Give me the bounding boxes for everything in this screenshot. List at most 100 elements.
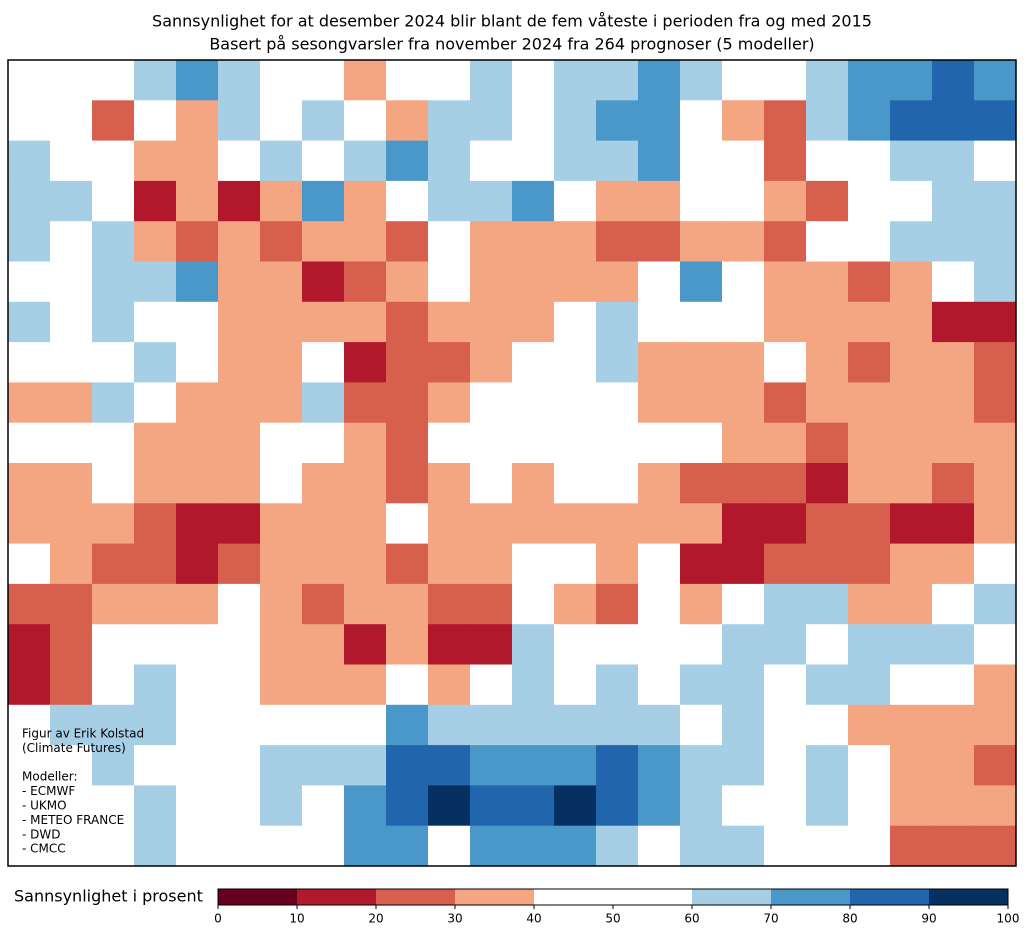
- grid-cell: [722, 221, 765, 262]
- grid-cell: [764, 180, 807, 222]
- grid-cell: [428, 785, 471, 827]
- grid-cell: [344, 422, 387, 464]
- grid-cell: [554, 503, 597, 545]
- grid-cell: [92, 180, 135, 222]
- grid-cell: [638, 664, 681, 706]
- grid-cell: [764, 825, 807, 867]
- grid-cell: [386, 503, 429, 545]
- grid-cell: [344, 60, 387, 101]
- colorbar-tick-label: 100: [997, 912, 1020, 926]
- grid-cell: [50, 180, 93, 222]
- grid-cell: [344, 140, 387, 182]
- grid-cell: [680, 825, 723, 867]
- grid-cell: [806, 785, 849, 827]
- grid-cell: [806, 543, 849, 585]
- grid-cell: [554, 382, 597, 424]
- grid-cell: [512, 825, 555, 867]
- grid-cell: [260, 543, 303, 585]
- grid-cell: [512, 221, 555, 262]
- grid-cell: [932, 60, 975, 101]
- grid-cell: [680, 422, 723, 464]
- grid-cell: [92, 543, 135, 585]
- grid-cell: [764, 60, 807, 101]
- grid-cell: [932, 503, 975, 545]
- grid-cell: [386, 180, 429, 222]
- grid-cell: [50, 463, 93, 504]
- grid-cell: [554, 664, 597, 706]
- grid-cell: [134, 745, 177, 786]
- grid-cell: [176, 301, 219, 343]
- grid-cell: [344, 100, 387, 142]
- grid-cell: [386, 301, 429, 343]
- grid-cell: [470, 664, 513, 706]
- grid-cell: [260, 342, 303, 383]
- grid-cell: [302, 745, 345, 786]
- grid-cell: [680, 180, 723, 222]
- grid-cell: [50, 301, 93, 343]
- grid-cell: [764, 221, 807, 262]
- grid-cell: [92, 503, 135, 545]
- grid-cell: [764, 342, 807, 383]
- grid-cell: [680, 100, 723, 142]
- grid-cell: [806, 583, 849, 625]
- grid-cell: [596, 301, 639, 343]
- grid-cell: [764, 261, 807, 303]
- grid-cell: [554, 140, 597, 182]
- grid-cell: [92, 100, 135, 142]
- grid-cell: [722, 624, 765, 665]
- grid-cell: [218, 785, 261, 827]
- grid-cell: [554, 583, 597, 625]
- grid-cell: [428, 583, 471, 625]
- grid-cell: [596, 221, 639, 262]
- grid-cell: [428, 704, 471, 746]
- grid-cell: [302, 221, 345, 262]
- grid-cell: [974, 463, 1017, 504]
- grid-cell: [932, 342, 975, 383]
- grid-cell: [722, 785, 765, 827]
- grid-cell: [344, 624, 387, 665]
- grid-cell: [806, 825, 849, 867]
- grid-cell: [134, 543, 177, 585]
- grid-cell: [218, 180, 261, 222]
- grid-cell: [386, 60, 429, 101]
- grid-cell: [680, 301, 723, 343]
- grid-cell: [386, 221, 429, 262]
- grid-cell: [974, 382, 1017, 424]
- grid-cell: [848, 503, 891, 545]
- grid-cell: [386, 100, 429, 142]
- grid-cell: [512, 382, 555, 424]
- grid-cell: [764, 100, 807, 142]
- grid-cell: [344, 543, 387, 585]
- grid-cell: [260, 301, 303, 343]
- notes: Figur av Erik Kolstad(Climate Futures) Mo…: [22, 727, 144, 856]
- grid-cell: [302, 261, 345, 303]
- grid-cell: [890, 785, 933, 827]
- grid-cell: [176, 180, 219, 222]
- grid-cell: [302, 463, 345, 504]
- grid-cell: [344, 825, 387, 867]
- grid-cell: [638, 583, 681, 625]
- grid-cell: [638, 543, 681, 585]
- grid-cell: [848, 261, 891, 303]
- grid-cell: [92, 301, 135, 343]
- grid-cell: [428, 745, 471, 786]
- grid-cell: [554, 301, 597, 343]
- grid-cell: [974, 221, 1017, 262]
- grid-cell: [176, 261, 219, 303]
- grid-cell: [8, 301, 51, 343]
- grid-cell: [680, 583, 723, 625]
- probability-grid: [8, 60, 1017, 867]
- grid-cell: [806, 301, 849, 343]
- grid-cell: [218, 221, 261, 262]
- grid-cell: [680, 664, 723, 706]
- grid-cell: [260, 180, 303, 222]
- grid-cell: [302, 664, 345, 706]
- grid-cell: [512, 100, 555, 142]
- grid-cell: [974, 704, 1017, 746]
- grid-cell: [890, 463, 933, 504]
- grid-cell: [50, 745, 93, 786]
- grid-cell: [8, 745, 51, 786]
- grid-cell: [134, 463, 177, 504]
- grid-cell: [218, 140, 261, 182]
- grid-cell: [596, 180, 639, 222]
